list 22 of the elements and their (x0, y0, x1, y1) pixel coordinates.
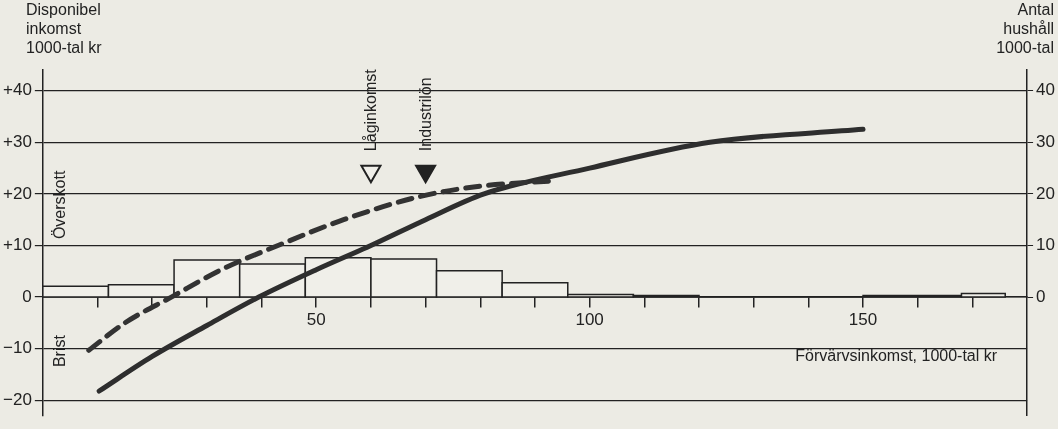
x-tick-label: 50 (306, 309, 326, 329)
y-tick-label: −20 (2, 390, 32, 409)
y-tick-label: 0 (22, 286, 32, 306)
annotation: Brist (51, 334, 69, 368)
x-axis-title: Förvärvsinkomst, 1000-tal kr (795, 347, 998, 365)
annotation: Överskott (51, 170, 69, 240)
x-tick-label: 150 (848, 309, 878, 329)
y2-axis-title: Antal hushåll 1000-tal (996, 1, 1054, 57)
annotation: Industrilön (417, 77, 435, 152)
y2-tick-label: 20 (1036, 183, 1056, 203)
y-tick-label: +30 (2, 131, 32, 151)
y2-tick-label: 10 (1036, 235, 1056, 255)
y-tick-label: +10 (2, 235, 32, 255)
y-tick-label: +40 (2, 80, 32, 100)
x-tick-label: 100 (575, 309, 604, 329)
y-tick-label: −10 (2, 338, 32, 358)
y-tick-label: +20 (2, 183, 32, 203)
y2-tick-label: 0 (1036, 286, 1046, 306)
y2-tick-label: 30 (1036, 131, 1056, 151)
y2-tick-label: 40 (1036, 80, 1056, 100)
annotation: Låginkomst (362, 68, 380, 152)
y-axis-title: Disponibel inkomst 1000-tal kr (26, 1, 103, 57)
